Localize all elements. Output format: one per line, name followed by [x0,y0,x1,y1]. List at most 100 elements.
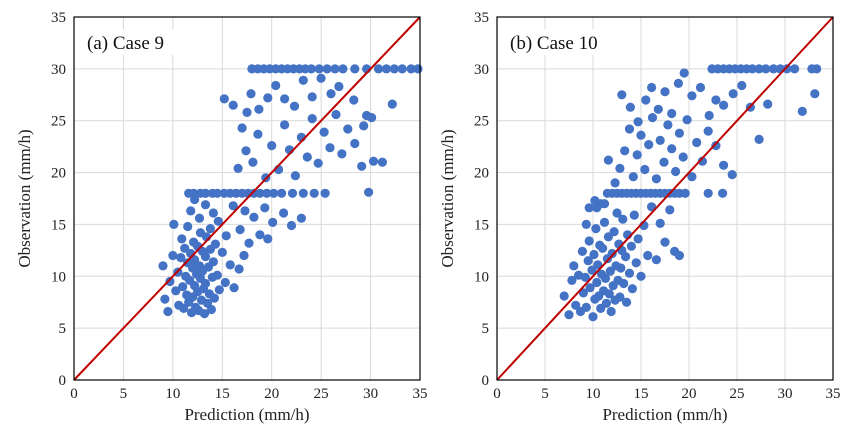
data-point [177,234,187,244]
data-point [263,93,273,103]
data-point [364,187,374,197]
data-point [331,109,341,120]
data-point [673,78,684,88]
y-tick-label: 0 [59,373,67,389]
data-point [178,282,188,292]
data-point [636,271,646,281]
data-point [368,156,379,166]
panel-label: (a) Case 9 [87,33,164,54]
data-point [651,255,662,265]
data-point [719,100,729,110]
data-point [235,225,245,235]
data-point [624,268,635,278]
data-point [754,64,764,74]
data-point [287,188,298,198]
data-point [679,68,689,78]
data-point [286,220,297,231]
data-point [171,286,181,296]
data-point [307,92,317,102]
data-point [687,91,697,101]
data-point [262,188,272,198]
data-point [279,208,289,218]
x-tick-label: 35 [826,386,841,402]
data-point [812,64,822,74]
data-point [397,64,407,74]
data-point [584,236,594,246]
y-tick-label: 5 [482,321,490,337]
x-tick-label: 30 [778,386,793,402]
data-point [615,292,625,302]
data-point [381,64,391,74]
data-point [626,241,637,251]
data-point [255,188,265,198]
x-tick-label: 20 [264,386,279,402]
y-tick-label: 20 [51,166,66,182]
data-point [163,306,173,317]
data-point [168,250,178,261]
data-point [737,80,747,91]
data-point [271,80,281,91]
data-point [210,239,220,249]
y-tick-label: 15 [51,217,66,233]
data-point [728,89,738,99]
data-point [616,263,626,273]
data-point [314,64,324,74]
data-point [406,64,416,74]
data-point [377,157,387,167]
data-point [248,157,258,167]
data-point [186,206,196,216]
data-point [289,101,300,111]
x-tick-label: 0 [70,386,78,402]
data-point [212,270,222,280]
data-point [703,188,713,198]
data-point [671,166,681,177]
data-point [711,141,721,151]
data-point [225,260,235,270]
data-point [567,275,577,285]
data-point [747,64,758,74]
data-point [277,188,287,198]
data-point [585,283,595,293]
data-point [704,110,714,121]
data-point [622,297,632,307]
data-point [790,64,800,74]
x-tick-label: 25 [314,386,329,402]
data-point [255,230,265,240]
data-point [643,250,653,261]
data-point [229,283,239,293]
data-point [249,212,259,222]
data-point [607,248,617,259]
data-point [692,137,702,148]
data-point [190,255,200,265]
data-point [280,120,290,130]
data-point [625,102,636,112]
data-point [214,285,224,295]
y-tick-label: 30 [474,62,489,78]
data-point [322,64,332,74]
data-point [782,64,792,74]
data-point [641,95,651,105]
data-point [260,203,270,213]
data-point [205,224,215,234]
data-point [674,128,685,138]
plot-frame [496,16,834,381]
data-point [659,157,669,167]
x-tick-label: 25 [730,386,745,402]
data-point [330,64,340,74]
data-point [179,303,189,313]
data-point [571,300,581,310]
data-point [306,64,316,74]
data-point [240,206,250,216]
data-point [629,210,639,220]
data-point [316,73,326,83]
x-tick-label: 10 [165,386,180,402]
data-point [619,278,629,289]
data-point [580,272,590,282]
data-point [296,213,306,223]
data-point [357,161,367,171]
data-point [239,250,249,261]
data-point [644,140,654,150]
data-point [617,90,627,100]
y-tick-label: 10 [474,269,489,285]
